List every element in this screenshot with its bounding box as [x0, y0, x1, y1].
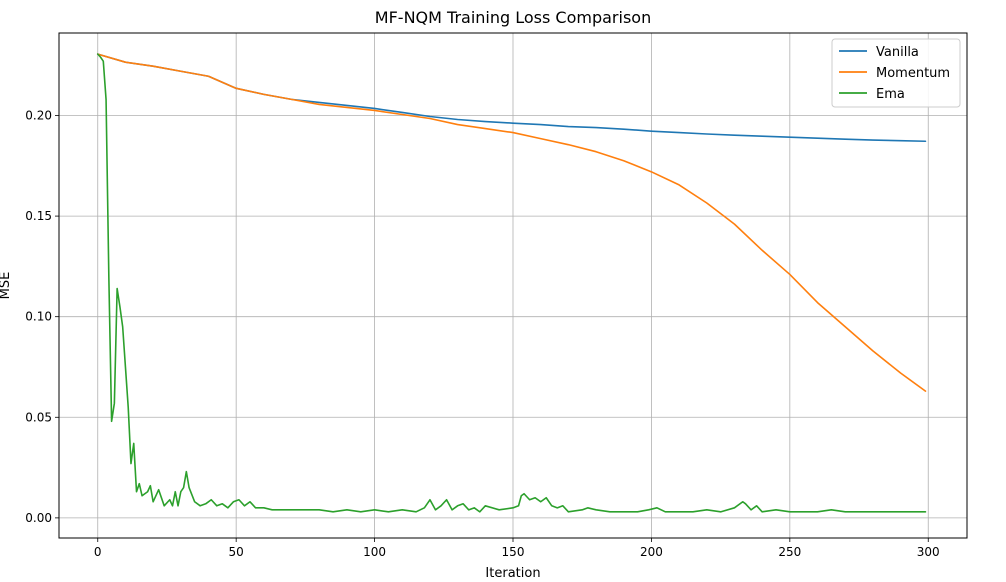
legend-label-momentum: Momentum	[876, 66, 950, 81]
x-tick-label: 150	[502, 545, 525, 559]
x-tick-label: 50	[229, 545, 244, 559]
y-tick-label: 0.15	[25, 209, 52, 223]
x-tick-label: 300	[917, 545, 940, 559]
x-axis-label: Iteration	[485, 566, 540, 578]
chart-title: MF-NQM Training Loss Comparison	[375, 8, 651, 27]
grid	[59, 33, 967, 538]
y-tick-label: 0.20	[25, 108, 52, 122]
y-axis-label: MSE	[0, 272, 13, 300]
legend-label-ema: Ema	[876, 87, 905, 102]
series-lines	[96, 53, 927, 513]
series-line-momentum	[96, 53, 927, 392]
x-tick-label: 0	[94, 545, 102, 559]
series-line-ema	[96, 53, 927, 513]
x-tick-label: 200	[640, 545, 663, 559]
y-tick-label: 0.10	[25, 310, 52, 324]
x-tick-label: 100	[363, 545, 386, 559]
legend: Vanilla Momentum Ema	[831, 38, 961, 108]
x-tick-label: 250	[778, 545, 801, 559]
y-tick-label: 0.00	[25, 511, 52, 525]
y-tick-label: 0.05	[25, 410, 52, 424]
axis-ticks: 0 50 100 150 200 250 300 0.00 0.05 0.10 0.15 0.20	[25, 108, 939, 559]
legend-box	[831, 38, 961, 108]
series-line-vanilla	[96, 53, 927, 143]
legend-label-vanilla: Vanilla	[876, 45, 919, 60]
